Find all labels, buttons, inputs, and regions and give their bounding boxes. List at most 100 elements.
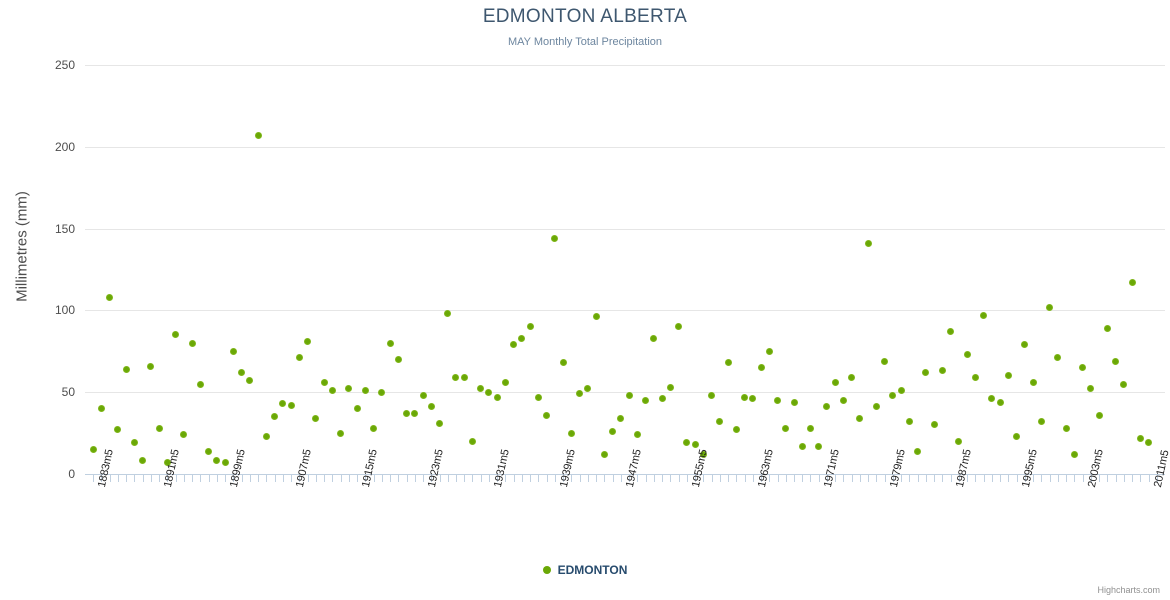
scatter-point[interactable] [1029,378,1037,386]
scatter-point[interactable] [386,339,394,347]
scatter-point[interactable] [419,391,427,399]
scatter-point[interactable] [1120,380,1128,388]
scatter-point[interactable] [147,362,155,370]
scatter-point[interactable] [510,341,518,349]
scatter-point[interactable] [213,457,221,465]
scatter-point[interactable] [617,414,625,422]
scatter-point[interactable] [1046,303,1054,311]
scatter-point[interactable] [889,391,897,399]
scatter-point[interactable] [345,385,353,393]
scatter-point[interactable] [485,388,493,396]
scatter-point[interactable] [708,391,716,399]
scatter-point[interactable] [724,359,732,367]
scatter-point[interactable] [782,424,790,432]
scatter-point[interactable] [1037,418,1045,426]
scatter-point[interactable] [312,414,320,422]
scatter-point[interactable] [650,334,658,342]
scatter-point[interactable] [666,383,674,391]
scatter-point[interactable] [774,396,782,404]
scatter-point[interactable] [246,377,254,385]
scatter-point[interactable] [567,429,575,437]
scatter-point[interactable] [806,424,814,432]
scatter-point[interactable] [221,459,229,467]
scatter-point[interactable] [600,450,608,458]
scatter-point[interactable] [320,378,328,386]
scatter-point[interactable] [699,450,707,458]
scatter-point[interactable] [625,391,633,399]
scatter-point[interactable] [980,311,988,319]
scatter-point[interactable] [798,442,806,450]
scatter-point[interactable] [576,390,584,398]
scatter-point[interactable] [930,421,938,429]
scatter-point[interactable] [741,393,749,401]
scatter-point[interactable] [188,339,196,347]
scatter-point[interactable] [1087,385,1095,393]
scatter-point[interactable] [262,432,270,440]
scatter-point[interactable] [971,373,979,381]
scatter-point[interactable] [460,373,468,381]
scatter-point[interactable] [815,442,823,450]
scatter-point[interactable] [130,439,138,447]
scatter-point[interactable] [196,380,204,388]
scatter-point[interactable] [675,323,683,331]
scatter-point[interactable] [172,331,180,339]
scatter-point[interactable] [1070,450,1078,458]
scatter-point[interactable] [353,405,361,413]
scatter-point[interactable] [534,393,542,401]
scatter-point[interactable] [872,403,880,411]
scatter-point[interactable] [328,387,336,395]
scatter-point[interactable] [831,378,839,386]
scatter-point[interactable] [361,387,369,395]
scatter-point[interactable] [551,234,559,242]
scatter-point[interactable] [757,364,765,372]
scatter-point[interactable] [988,395,996,403]
scatter-point[interactable] [864,239,872,247]
scatter-point[interactable] [839,396,847,404]
credits-link[interactable]: Highcharts.com [1097,585,1160,595]
scatter-point[interactable] [633,431,641,439]
scatter-point[interactable] [559,359,567,367]
scatter-point[interactable] [543,411,551,419]
scatter-point[interactable] [881,357,889,365]
scatter-point[interactable] [163,459,171,467]
scatter-point[interactable] [823,403,831,411]
scatter-point[interactable] [592,313,600,321]
scatter-point[interactable] [229,347,237,355]
scatter-point[interactable] [411,409,419,417]
scatter-point[interactable] [1103,324,1111,332]
scatter-point[interactable] [304,337,312,345]
legend-item-edmonton[interactable]: EDMONTON [542,562,627,577]
scatter-point[interactable] [468,437,476,445]
scatter-point[interactable] [526,323,534,331]
scatter-point[interactable] [493,393,501,401]
scatter-point[interactable] [97,405,105,413]
scatter-point[interactable] [1054,354,1062,362]
scatter-point[interactable] [1136,434,1144,442]
scatter-point[interactable] [436,419,443,427]
scatter-point[interactable] [501,378,509,386]
scatter-point[interactable] [609,427,617,435]
scatter-point[interactable] [691,441,699,449]
scatter-point[interactable] [658,395,666,403]
scatter-point[interactable] [1145,439,1152,447]
scatter-point[interactable] [106,293,114,301]
scatter-point[interactable] [955,437,963,445]
scatter-point[interactable] [1128,279,1136,287]
scatter-point[interactable] [205,447,213,455]
scatter-point[interactable] [279,400,287,408]
scatter-point[interactable] [642,396,650,404]
scatter-point[interactable] [89,445,97,453]
scatter-point[interactable] [1095,411,1103,419]
scatter-point[interactable] [378,388,386,396]
scatter-point[interactable] [749,395,757,403]
scatter-point[interactable] [155,424,163,432]
scatter-point[interactable] [452,373,460,381]
scatter-point[interactable] [1112,357,1120,365]
scatter-point[interactable] [996,398,1004,406]
scatter-point[interactable] [905,418,913,426]
scatter-point[interactable] [584,385,592,393]
scatter-point[interactable] [732,426,740,434]
scatter-point[interactable] [938,367,946,375]
scatter-point[interactable] [947,328,955,336]
scatter-point[interactable] [1021,341,1029,349]
